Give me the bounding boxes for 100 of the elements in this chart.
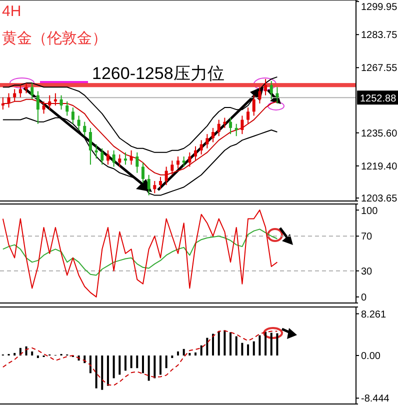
candlestick <box>18 84 22 98</box>
candlestick <box>164 166 168 186</box>
candlestick <box>170 160 174 176</box>
ref-line-label: 1252.88 <box>360 94 397 105</box>
bar <box>159 356 162 375</box>
bar <box>206 338 208 356</box>
y-tick-label: 30 <box>361 266 373 278</box>
bar <box>89 356 92 374</box>
candlestick <box>112 150 116 168</box>
bar <box>112 356 115 378</box>
bar <box>258 335 261 356</box>
candlestick <box>217 119 220 137</box>
candlestick <box>240 115 244 135</box>
candlestick <box>153 180 156 194</box>
bar <box>36 356 39 358</box>
candlestick <box>234 123 238 137</box>
candlestick <box>24 82 28 94</box>
candlestick <box>48 94 52 110</box>
candlestick <box>188 152 192 168</box>
y-tick-label: 0.00 <box>361 351 381 362</box>
bar <box>101 356 104 390</box>
candlestick <box>106 150 110 166</box>
bar <box>252 341 255 356</box>
bar <box>270 332 272 356</box>
candlestick <box>246 107 250 124</box>
candlestick <box>88 127 92 166</box>
y-tick-label: 1203.65 <box>361 194 398 205</box>
candlestick <box>229 117 232 135</box>
bar <box>194 352 197 356</box>
text: 黄金（伦敦金） <box>2 30 107 47</box>
y-tick-label: 0 <box>361 292 367 304</box>
candlestick <box>200 140 203 155</box>
bar <box>106 356 109 386</box>
bar <box>154 356 156 378</box>
bar <box>136 356 138 368</box>
bar <box>130 356 132 368</box>
y-tick-label: 1283.75 <box>361 30 398 42</box>
bar <box>235 336 238 356</box>
band-label: 1260-1258压力位 <box>92 64 224 84</box>
candlestick <box>194 146 198 162</box>
y-tick-label: -8.444 <box>361 394 390 405</box>
candlestick <box>206 134 209 149</box>
y-tick-label: 1219.40 <box>361 161 398 172</box>
candlestick <box>124 152 127 166</box>
candlestick <box>252 94 256 116</box>
bar <box>224 330 226 356</box>
candlestick <box>212 127 215 143</box>
chart-title: 4H <box>2 3 22 20</box>
candlestick <box>13 88 16 102</box>
candlestick <box>136 152 139 174</box>
bar <box>212 334 214 356</box>
y-tick-label: 1299.95 <box>361 2 398 13</box>
y-tick-label: 1235.60 <box>361 128 398 140</box>
candlestick <box>1 96 4 110</box>
bar <box>218 331 220 356</box>
candlestick <box>94 144 98 160</box>
bar <box>31 351 34 356</box>
candlestick <box>130 150 133 166</box>
bar <box>142 356 144 374</box>
bar <box>188 352 191 356</box>
bar <box>148 356 150 381</box>
bar <box>241 342 244 356</box>
candlestick <box>276 86 279 104</box>
bar <box>118 356 121 375</box>
candlestick <box>118 154 122 168</box>
candlestick <box>100 148 104 166</box>
candlestick <box>54 92 57 106</box>
y-tick-label: 8.261 <box>361 309 386 320</box>
bar <box>165 356 168 368</box>
y-tick-label: 70 <box>361 232 373 243</box>
y-tick-label: 100 <box>361 206 378 217</box>
bar <box>171 356 174 358</box>
bar <box>177 351 179 356</box>
candlestick <box>182 156 186 168</box>
bar <box>276 333 278 356</box>
candlestick <box>71 107 74 124</box>
candlestick <box>258 86 262 104</box>
candlestick <box>7 92 10 108</box>
bar <box>247 344 250 356</box>
candlestick <box>176 156 180 170</box>
candlestick <box>77 115 80 130</box>
candlestick <box>141 162 144 184</box>
bar <box>200 345 202 356</box>
bar <box>14 352 16 356</box>
candlestick <box>60 94 63 110</box>
candlestick <box>42 100 46 114</box>
candlestick <box>36 90 40 124</box>
candlestick <box>83 121 86 137</box>
y-tick-label: 1267.55 <box>361 63 398 74</box>
candlestick <box>30 82 34 100</box>
bar <box>264 332 267 356</box>
bar <box>124 356 126 371</box>
candlestick <box>158 176 162 190</box>
bar <box>182 348 185 356</box>
candlestick <box>223 117 226 128</box>
line-series <box>2 117 278 196</box>
bar <box>95 356 98 388</box>
candlestick <box>66 100 69 116</box>
line-series <box>2 210 278 298</box>
bar <box>230 332 232 356</box>
